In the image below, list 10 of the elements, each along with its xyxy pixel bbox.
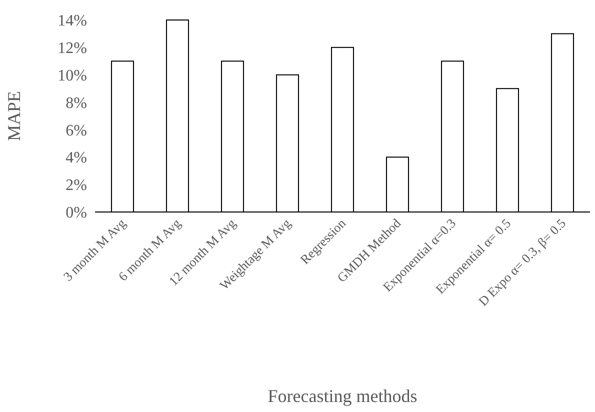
y-tick-label: 2% <box>66 177 87 194</box>
y-tick-label: 12% <box>58 40 87 58</box>
y-axis-title: MAPE <box>4 90 24 142</box>
x-axis-title: Forecasting methods <box>268 386 418 406</box>
y-tick-label: 4% <box>66 150 87 167</box>
y-tick-label: 10% <box>58 67 87 84</box>
y-tick-label: 8% <box>66 94 87 112</box>
y-tick-label: 6% <box>66 122 87 140</box>
y-tick-label: 0% <box>66 204 87 222</box>
y-tick-label: 14% <box>58 12 87 30</box>
